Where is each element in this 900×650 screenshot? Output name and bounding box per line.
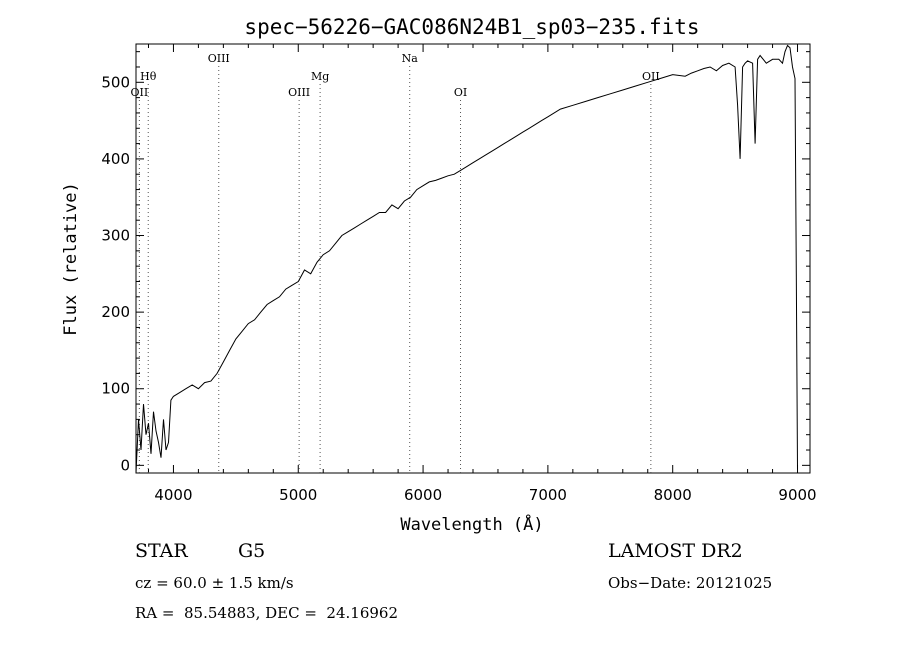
y-tick-label: 500 [101, 73, 130, 91]
y-tick-label: 400 [101, 150, 130, 168]
y-tick-label: 0 [120, 456, 130, 474]
plot-frame [135, 43, 811, 474]
spectral-line-label: OIII [288, 86, 310, 99]
spectral-line-label: OII [131, 86, 149, 99]
x-tick-label: 9000 [778, 486, 816, 504]
spectral-line-label: Hθ [140, 70, 157, 83]
y-tick-label: 200 [101, 303, 130, 321]
x-tick-label: 8000 [654, 486, 692, 504]
x-tick-label: 4000 [154, 486, 192, 504]
y-tick-label: 300 [101, 227, 130, 245]
x-tick-label: 6000 [404, 486, 442, 504]
survey-name: LAMOST DR2 [608, 540, 743, 562]
observation-date: Obs−Date: 20121025 [608, 574, 773, 592]
x-tick-label: 5000 [279, 486, 317, 504]
y-axis-label: Flux (relative) [61, 182, 81, 336]
redshift-velocity: cz = 60.0 ± 1.5 km/s [135, 574, 294, 592]
chart-title: spec−56226−GAC086N24B1_sp03−235.fits [244, 15, 699, 39]
spectral-line-label: Mg [311, 70, 329, 83]
object-subclass: G5 [238, 540, 266, 562]
x-tick-label: 7000 [529, 486, 567, 504]
spectral-line-label: Na [402, 52, 419, 65]
object-class: STAR [135, 540, 188, 562]
spectrum-line [135, 44, 798, 474]
spectral-line-label: OI [454, 86, 467, 99]
x-axis-label: Wavelength (Å) [400, 513, 543, 535]
spectral-line-label: OIII [208, 52, 230, 65]
ra-dec: RA = 85.54883, DEC = 24.16962 [135, 604, 399, 622]
y-tick-label: 100 [101, 380, 130, 398]
axis-ticks: 4000 5000 6000 7000 8000 9000 0 100 200 300 400 500 [101, 44, 817, 504]
